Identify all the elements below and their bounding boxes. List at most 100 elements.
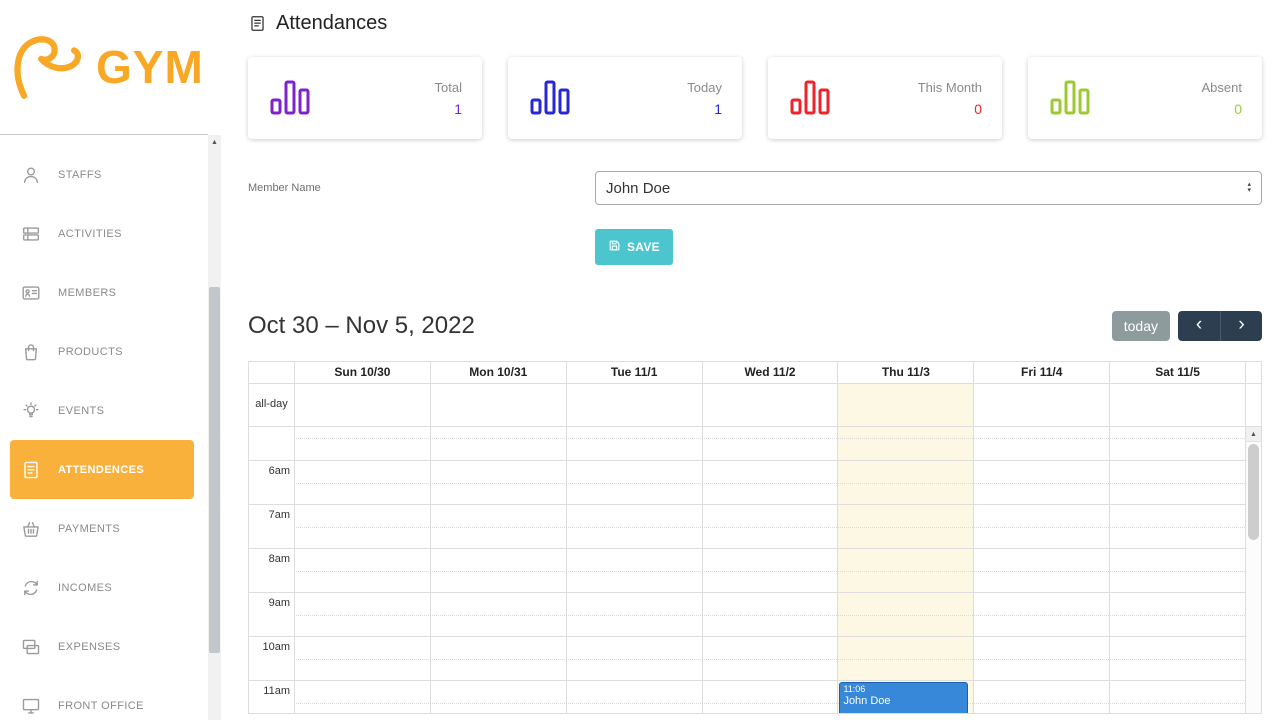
logo[interactable]: GYM	[0, 0, 208, 135]
sidebar-item-products[interactable]: PRODUCTS	[0, 322, 208, 381]
calendar-day-cell[interactable]	[565, 505, 702, 548]
calendar-day-cell-today[interactable]: 11:06 John Doe	[837, 681, 974, 713]
save-disk-icon	[608, 239, 621, 255]
calendar-day-cell-today[interactable]	[837, 637, 974, 680]
calendar-day-cell[interactable]	[701, 681, 838, 713]
time-row-11am: 11am 11:06 John Doe	[249, 680, 1261, 713]
stat-card-absent: Absent 0	[1028, 57, 1262, 139]
today-button[interactable]: today	[1111, 311, 1170, 341]
calendar-scrollbar[interactable]: ▲	[1245, 427, 1261, 713]
allday-cell[interactable]	[565, 384, 702, 426]
calendar-day-cell-today[interactable]	[837, 549, 974, 592]
scroll-up-icon[interactable]: ▲	[211, 139, 218, 146]
calendar-day-cell[interactable]	[429, 427, 566, 460]
time-label: 10am	[262, 641, 290, 653]
main-content: Attendances Total 1 Today 1	[221, 0, 1280, 720]
time-row-7am: 7am	[249, 504, 1261, 548]
allday-cell[interactable]	[429, 384, 566, 426]
sidebar-item-staffs[interactable]: STAFFS	[0, 145, 208, 204]
allday-cell[interactable]	[1109, 384, 1245, 426]
prev-week-button chevron-left-icon[interactable]: ‹	[1178, 311, 1220, 341]
calendar-day-cell[interactable]	[1109, 681, 1245, 713]
calendar-day-cell[interactable]	[565, 681, 702, 713]
rows-icon	[19, 223, 43, 245]
calendar-day-cell[interactable]	[294, 593, 430, 636]
calendar-day-cell[interactable]	[973, 593, 1109, 636]
allday-row: all-day	[249, 384, 1261, 427]
sidebar-item-front-office[interactable]: FRONT OFFICE	[0, 676, 208, 720]
time-label: 8am	[268, 553, 290, 565]
calendar-day-cell[interactable]	[294, 681, 430, 713]
calendar-day-cell-today[interactable]	[837, 461, 974, 504]
calendar-day-cell[interactable]	[565, 593, 702, 636]
calendar-day-cell[interactable]	[565, 427, 702, 460]
calendar-day-cell[interactable]	[1109, 505, 1245, 548]
shopping-bag-icon	[19, 341, 43, 363]
calendar-day-cell[interactable]	[429, 461, 566, 504]
member-name-label: Member Name	[248, 182, 321, 194]
stat-label: Today	[687, 79, 722, 95]
sidebar-item-members[interactable]: MEMBERS	[0, 263, 208, 322]
calendar-day-cell[interactable]	[1109, 427, 1245, 460]
calendar-day-cell[interactable]	[973, 549, 1109, 592]
calendar-day-cell[interactable]	[429, 505, 566, 548]
basket-icon	[19, 518, 43, 540]
calendar-day-cell[interactable]	[429, 637, 566, 680]
sidebar-item-incomes[interactable]: INCOMES	[0, 558, 208, 617]
calendar-day-cell-today[interactable]	[837, 593, 974, 636]
calendar-day-cell[interactable]	[973, 681, 1109, 713]
sidebar: GYM STAFFS ACTIVITIES MEMBERS	[0, 0, 221, 720]
calendar-day-cell[interactable]	[973, 505, 1109, 548]
sidebar-item-events[interactable]: EVENTS	[0, 381, 208, 440]
sidebar-item-attendences[interactable]: ATTENDENCES	[10, 440, 194, 499]
calendar-day-cell[interactable]	[701, 549, 838, 592]
calendar-day-cell[interactable]	[565, 549, 702, 592]
next-week-button chevron-right-icon[interactable]: ›	[1220, 311, 1262, 341]
calendar-day-cell[interactable]	[1109, 637, 1245, 680]
calendar-day-cell[interactable]	[294, 427, 430, 460]
calendar-day-cell-today[interactable]	[837, 427, 974, 460]
calendar-day-cell[interactable]	[973, 427, 1109, 460]
calendar-day-cell[interactable]	[429, 549, 566, 592]
allday-cell-today[interactable]	[837, 384, 974, 426]
calendar-day-cell[interactable]	[701, 505, 838, 548]
calendar-day-cell[interactable]	[973, 637, 1109, 680]
calendar-day-cell[interactable]	[294, 461, 430, 504]
calendar-day-cell[interactable]	[701, 427, 838, 460]
page-header: Attendances	[248, 12, 1262, 35]
calendar-scrollbar-thumb[interactable]	[1248, 444, 1259, 540]
sidebar-scrollbar-thumb[interactable]	[209, 287, 220, 653]
calendar-day-cell[interactable]	[429, 593, 566, 636]
calendar-day-cell[interactable]	[973, 461, 1109, 504]
calendar-event[interactable]: 11:06 John Doe	[839, 682, 969, 713]
calendar-day-cell[interactable]	[701, 637, 838, 680]
allday-cell[interactable]	[973, 384, 1109, 426]
calendar-day-cell[interactable]	[701, 461, 838, 504]
member-select[interactable]: John Doe ▴ ▾	[595, 171, 1262, 205]
calendar-day-cell[interactable]	[1109, 593, 1245, 636]
sidebar-scrollbar[interactable]: ▲	[208, 135, 221, 720]
time-axis-cell	[249, 427, 294, 460]
calendar-day-cell[interactable]	[565, 461, 702, 504]
calendar-day-cell[interactable]	[1109, 461, 1245, 504]
calendar-day-cell-today[interactable]	[837, 505, 974, 548]
calendar-day-cell[interactable]	[294, 637, 430, 680]
calendar-day-cell[interactable]	[429, 681, 566, 713]
save-row: SAVE	[248, 229, 1262, 265]
allday-cell[interactable]	[701, 384, 838, 426]
calendar-day-cell[interactable]	[565, 637, 702, 680]
sidebar-item-label: EVENTS	[58, 404, 105, 417]
sidebar-item-payments[interactable]: PAYMENTS	[0, 499, 208, 558]
allday-cell[interactable]	[294, 384, 430, 426]
calendar-day-cell[interactable]	[1109, 549, 1245, 592]
calendar-day-cell[interactable]	[294, 505, 430, 548]
calendar-day-cell[interactable]	[294, 549, 430, 592]
save-button[interactable]: SAVE	[595, 229, 673, 265]
bar-chart-icon	[788, 76, 834, 121]
sidebar-item-activities[interactable]: ACTIVITIES	[0, 204, 208, 263]
scroll-up-icon[interactable]: ▲	[1246, 427, 1261, 442]
day-header: Fri 11/4	[973, 362, 1109, 383]
calendar-day-cell[interactable]	[701, 593, 838, 636]
sidebar-item-expenses[interactable]: EXPENSES	[0, 617, 208, 676]
